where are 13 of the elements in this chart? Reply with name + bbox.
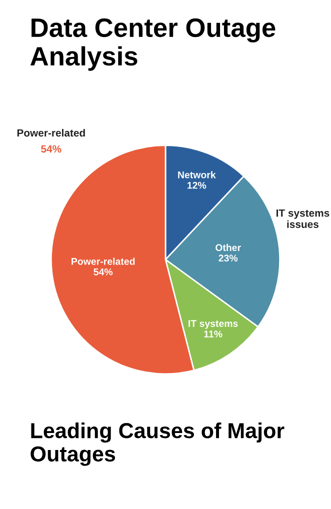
text: Power-related — [17, 128, 85, 137]
data-label: 23% — [218, 254, 238, 262]
slice-label: IT systems — [188, 320, 238, 329]
data-label: 54% — [94, 268, 113, 276]
slice-label: Other — [216, 244, 241, 252]
text: Leading Causes of Major Outages — [30, 422, 284, 466]
slice-label: Network — [178, 171, 216, 178]
text: IT systems issues — [276, 209, 330, 228]
chart-title: Data Center Outage Analysis — [30, 18, 276, 71]
slice-label: Power-related — [72, 258, 135, 265]
data-label: 12% — [188, 182, 206, 189]
data-label: 11% — [204, 330, 222, 338]
text: 54% — [41, 145, 62, 153]
